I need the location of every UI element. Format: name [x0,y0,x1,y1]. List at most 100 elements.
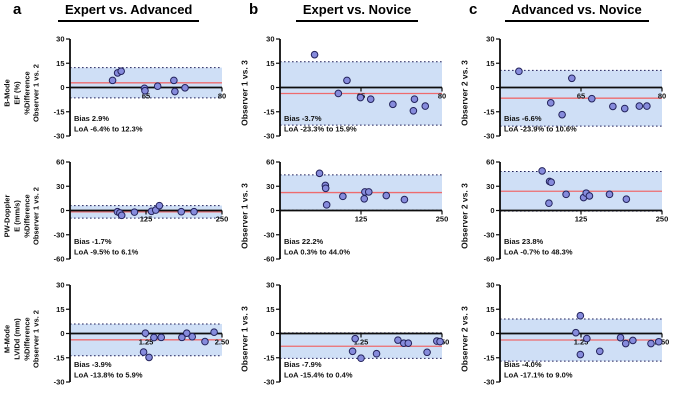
y-tick-label: -15 [484,353,495,362]
data-point [182,329,191,337]
y-tick-label: 30 [56,182,64,191]
loa-label: LoA -6.4% to 12.3% [74,125,143,134]
data-point [545,199,553,208]
data-point [171,87,179,96]
data-point [585,192,594,200]
y-tick-label: -30 [484,378,495,387]
data-point [188,332,197,341]
y-tick-label: -60 [484,255,495,264]
y-tick-label: 30 [266,35,274,44]
y-tick-label: -30 [54,132,65,141]
y-tick-label: -30 [484,132,495,141]
data-point [181,84,189,92]
x-tick-label: 125 [140,215,153,224]
panel-b-mmode-lvidd: Observer 1 vs. 31.252.50-30-1501530Bias … [236,277,456,400]
y-tick-label: 60 [486,158,494,167]
y-tick-label: 0 [60,83,64,92]
data-point [348,347,357,356]
y-axis-label: B-Mode EF (%) %Difference Observer 1 vs. 2 [2,63,41,122]
bias-label: Bias 23.8% [504,237,544,246]
bias-label: Bias 22.2% [284,237,324,246]
bias-label: Bias -3.9% [74,360,112,369]
y-tick-label: -60 [54,255,65,264]
data-point [595,347,604,356]
data-point [364,188,373,196]
y-tick-label: 30 [266,281,274,290]
bias-label: Bias 2.9% [74,114,109,123]
bias-label: Bias -7.9% [284,360,322,369]
panel-letter-b: b [249,1,259,18]
data-point [423,348,431,357]
bias-label: Bias -4.0% [504,360,542,369]
data-point [605,190,614,199]
data-point [382,191,391,200]
y-tick-label: 15 [486,59,494,68]
y-tick-label: 15 [266,59,274,68]
data-point [621,339,630,348]
figure-column-b: b Expert vs. Novice Observer 1 vs. 36580… [236,0,456,400]
data-point [568,74,576,83]
y-tick-label: 15 [56,305,64,314]
data-point [322,201,331,209]
y-tick-label: 0 [270,83,274,92]
data-point [170,76,178,85]
data-point [588,94,596,103]
figure-column-a: a Expert vs. Advanced B-Mode EF (%) %Diffe… [0,0,236,400]
data-point [643,102,651,110]
data-point [141,329,150,337]
data-point [139,348,148,356]
data-point [178,333,186,342]
panel-c-bmode-ef: Observer 2 vs. 3 65 80 -30 -15 0 15 30 Bias -6.6… [456,31,676,154]
y-tick-label: 15 [56,59,64,68]
y-tick-label: 0 [270,329,274,338]
y-tick-label: 60 [56,158,64,167]
loa-label: LoA -0.7% to 48.3% [504,248,573,257]
data-point [157,333,165,342]
data-point [360,194,369,203]
data-point [409,106,418,115]
data-point [357,354,365,363]
data-point [130,208,139,216]
data-point [117,67,125,75]
x-tick-label: 65 [577,92,585,101]
data-point [153,82,162,91]
data-point [609,102,617,111]
x-tick-label: 80 [438,92,446,101]
data-point [155,201,164,210]
column-b-title-box: Expert vs. Novice [258,1,456,23]
y-tick-label: -30 [54,378,65,387]
column-b-header: b Expert vs. Novice [236,0,456,31]
data-point [404,339,413,347]
y-tick-label: 15 [266,305,274,314]
y-tick-label: -60 [264,255,275,264]
loa-label: LoA -15.4% to 0.4% [284,371,353,380]
data-point [562,190,570,199]
data-point [321,184,330,193]
y-tick-label: 30 [486,35,494,44]
y-tick-label: 60 [266,158,274,167]
data-point [629,336,637,345]
y-tick-label: 30 [56,35,64,44]
data-point [410,95,419,103]
y-axis-label: M-Mode LVIDd (mm) %Difference Observer 1 vs… [2,309,41,368]
x-tick-label: 1.25 [139,338,154,347]
data-point [108,76,117,85]
y-tick-label: -30 [54,230,65,239]
x-tick-label: 250 [216,215,229,224]
loa-label: LoA 0.3% to 44.0% [284,248,350,257]
figure-column-c: c Advanced vs. Novice Observer 2 vs. 3 65… [456,0,676,400]
panel-letter-c: c [469,1,478,18]
y-tick-label: 30 [56,281,64,290]
panel-a-bmode-ef: B-Mode EF (%) %Difference Observer 1 vs. 2 6… [0,31,236,154]
y-tick-label: -15 [484,107,495,116]
loa-label: LoA -13.8% to 5.9% [74,371,143,380]
data-point [547,178,555,187]
column-c-header: c Advanced vs. Novice [456,0,676,31]
data-point [201,337,209,346]
data-point [315,169,324,178]
x-tick-label: 1.25 [354,338,369,347]
y-tick-label: 30 [486,281,494,290]
data-point [372,349,381,358]
